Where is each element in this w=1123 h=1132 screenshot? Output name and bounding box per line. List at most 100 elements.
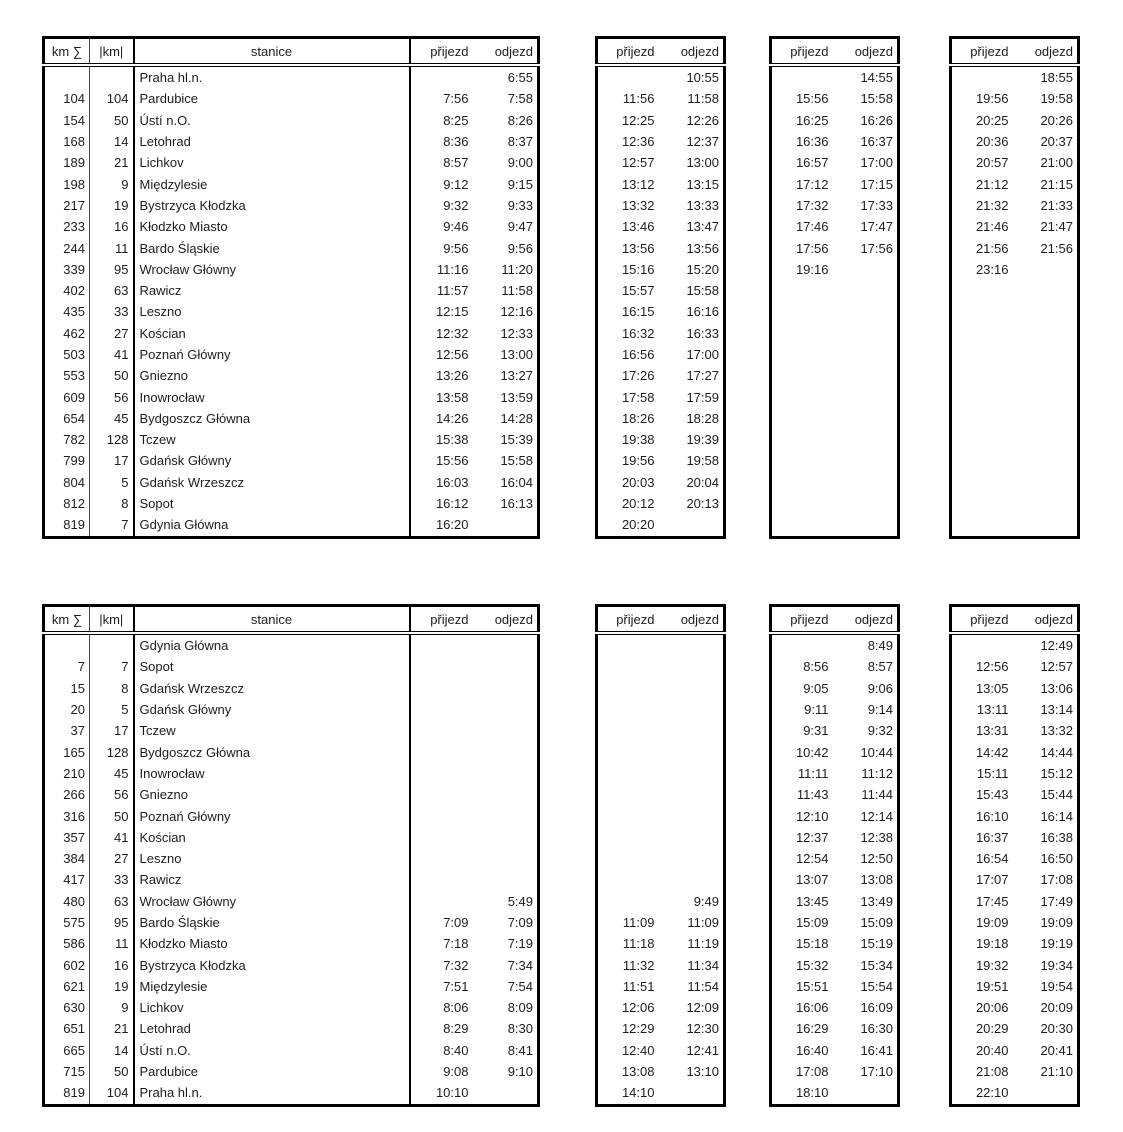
times-row: 11:11 11:12 [771, 763, 899, 784]
departure-time-cell [663, 514, 725, 537]
arrival-time-cell: 19:18 [975, 936, 1009, 952]
station-row: 575 95 Bardo Śląskie 7:09 7:09 [43, 911, 539, 934]
times-row: 20:57 21:00 [951, 152, 1079, 173]
departure-time-cell [663, 699, 725, 720]
arrival-time-cell [597, 827, 663, 848]
departure-time-cell: 12:38 [860, 829, 893, 845]
times-row: 12:49 [951, 633, 1079, 656]
departure-time-cell: 9:00 [507, 155, 533, 171]
station-name-cell: Bardo Śląskie [133, 237, 411, 259]
departure-time-cell [1017, 408, 1079, 429]
departure-time-cell: 13:33 [686, 197, 719, 213]
column-header-departure: odjezd [836, 37, 899, 67]
station-row: 819 7 Gdynia Główna 16:20 [43, 514, 539, 538]
km-segment-cell: 8 [89, 677, 135, 699]
times-row [771, 344, 899, 365]
times-row [597, 763, 725, 784]
arrival-time-cell: 13:45 [795, 893, 829, 909]
arrival-time-cell: 16:37 [975, 829, 1009, 845]
arrival-time-cell: 8:29 [443, 1021, 469, 1037]
station-name-cell: Pardubice [133, 88, 411, 110]
departure-time-cell: 13:49 [860, 893, 893, 909]
departure-time-cell: 17:47 [860, 219, 893, 235]
arrival-time-cell [951, 472, 1017, 493]
times-table-3: přijezd odjezd 8:49 8:56 8:57 9:05 9:06 9:11 9… [769, 604, 900, 1107]
departure-time-cell [837, 386, 899, 407]
departure-time-cell: 9:32 [867, 723, 893, 739]
times-row: 17:26 17:27 [597, 365, 725, 386]
times-row: 20:20 [597, 514, 725, 537]
header-row: přijezd odjezd [596, 37, 725, 67]
station-name-cell: Tczew [133, 429, 411, 451]
times-row: 9:31 9:32 [771, 720, 899, 741]
arrival-time-cell: 15:38 [435, 432, 469, 448]
departure-time-cell: 12:57 [1040, 659, 1073, 675]
station-row: 210 45 Inowrocław [43, 762, 539, 785]
departure-time-cell [663, 720, 725, 741]
times-row: 16:56 17:00 [597, 344, 725, 365]
column-header-arrival: přijezd [950, 37, 1017, 67]
column-header-departure: odjezd [476, 605, 539, 635]
departure-time-cell [1017, 259, 1079, 280]
column-header-km-segment: |km| [89, 37, 135, 67]
departure-time-cell: 13:15 [686, 176, 719, 192]
departure-time-cell: 20:41 [1040, 1042, 1073, 1058]
times-row: 9:49 [597, 891, 725, 912]
departure-time-cell: 8:09 [507, 1000, 533, 1016]
station-name-cell: Gdynia Główna [133, 514, 411, 538]
station-row: 168 14 Letohrad 8:36 8:37 [43, 130, 539, 153]
km-segment-cell: 7 [89, 656, 135, 678]
times-row: 21:32 21:33 [951, 195, 1079, 216]
arrival-time-cell: 13:11 [976, 702, 1009, 718]
departure-time-cell: 17:15 [860, 176, 893, 192]
times-row: 16:54 16:50 [951, 848, 1079, 869]
station-name-cell: Bystrzyca Kłodzka [133, 954, 411, 976]
departure-time-cell: 17:59 [686, 389, 719, 405]
km-segment-cell: 63 [89, 890, 135, 912]
arrival-time-cell [410, 741, 477, 762]
arrival-time-cell: 17:07 [975, 872, 1009, 888]
arrival-time-cell: 15:57 [621, 283, 655, 299]
arrival-time-cell: 14:10 [621, 1085, 655, 1101]
times-row: 18:26 18:28 [597, 408, 725, 429]
km-segment-cell: 27 [89, 322, 135, 344]
times-row: 19:09 19:09 [951, 912, 1079, 933]
departure-time-cell: 13:47 [686, 219, 719, 235]
times-row: 21:08 21:10 [951, 1061, 1079, 1082]
departure-time-cell [663, 848, 725, 869]
times-row [771, 514, 899, 537]
km-segment-cell: 50 [89, 109, 135, 131]
header-row: km ∑ |km| stanice přijezd odjezd [43, 37, 539, 67]
column-header-arrival: přijezd [409, 605, 477, 635]
times-row [771, 472, 899, 493]
arrival-time-cell: 14:42 [975, 744, 1009, 760]
header-row: přijezd odjezd [770, 605, 899, 635]
arrival-time-cell [597, 678, 663, 699]
times-row: 12:29 12:30 [597, 1018, 725, 1039]
column-header-arrival: přijezd [596, 37, 663, 67]
main-timetable: km ∑ |km| stanice přijezd odjezd Gdynia … [42, 604, 540, 1107]
arrival-time-cell [951, 65, 1017, 88]
departure-time-cell [477, 1082, 539, 1105]
km-segment-cell: 14 [89, 130, 135, 153]
main-table-body: Gdynia Główna 7 7 Sopot 15 8 Gdańsk Wrzeszcz 20… [43, 633, 539, 1106]
km-segment-cell: 14 [89, 1039, 135, 1061]
departure-time-cell: 17:33 [860, 197, 893, 213]
departure-time-cell: 21:00 [1040, 155, 1073, 171]
km-segment-cell: 19 [89, 194, 135, 217]
station-name-cell: Kłodzko Miasto [133, 933, 411, 955]
station-name-cell: Sopot [133, 656, 411, 678]
arrival-time-cell [410, 869, 477, 890]
arrival-time-cell [951, 386, 1017, 407]
arrival-time-cell: 11:18 [622, 936, 655, 952]
km-total-cell: 217 [43, 194, 90, 217]
departure-time-cell: 14:55 [860, 70, 893, 86]
arrival-time-cell: 12:57 [621, 155, 655, 171]
arrival-time-cell [951, 429, 1017, 450]
station-name-cell: Gdańsk Główny [133, 698, 411, 721]
times-row: 17:56 17:56 [771, 237, 899, 258]
arrival-time-cell: 13:46 [621, 219, 655, 235]
arrival-time-cell: 16:25 [795, 112, 829, 128]
arrival-time-cell: 20:25 [975, 112, 1009, 128]
station-row: 417 33 Rawicz [43, 869, 539, 891]
